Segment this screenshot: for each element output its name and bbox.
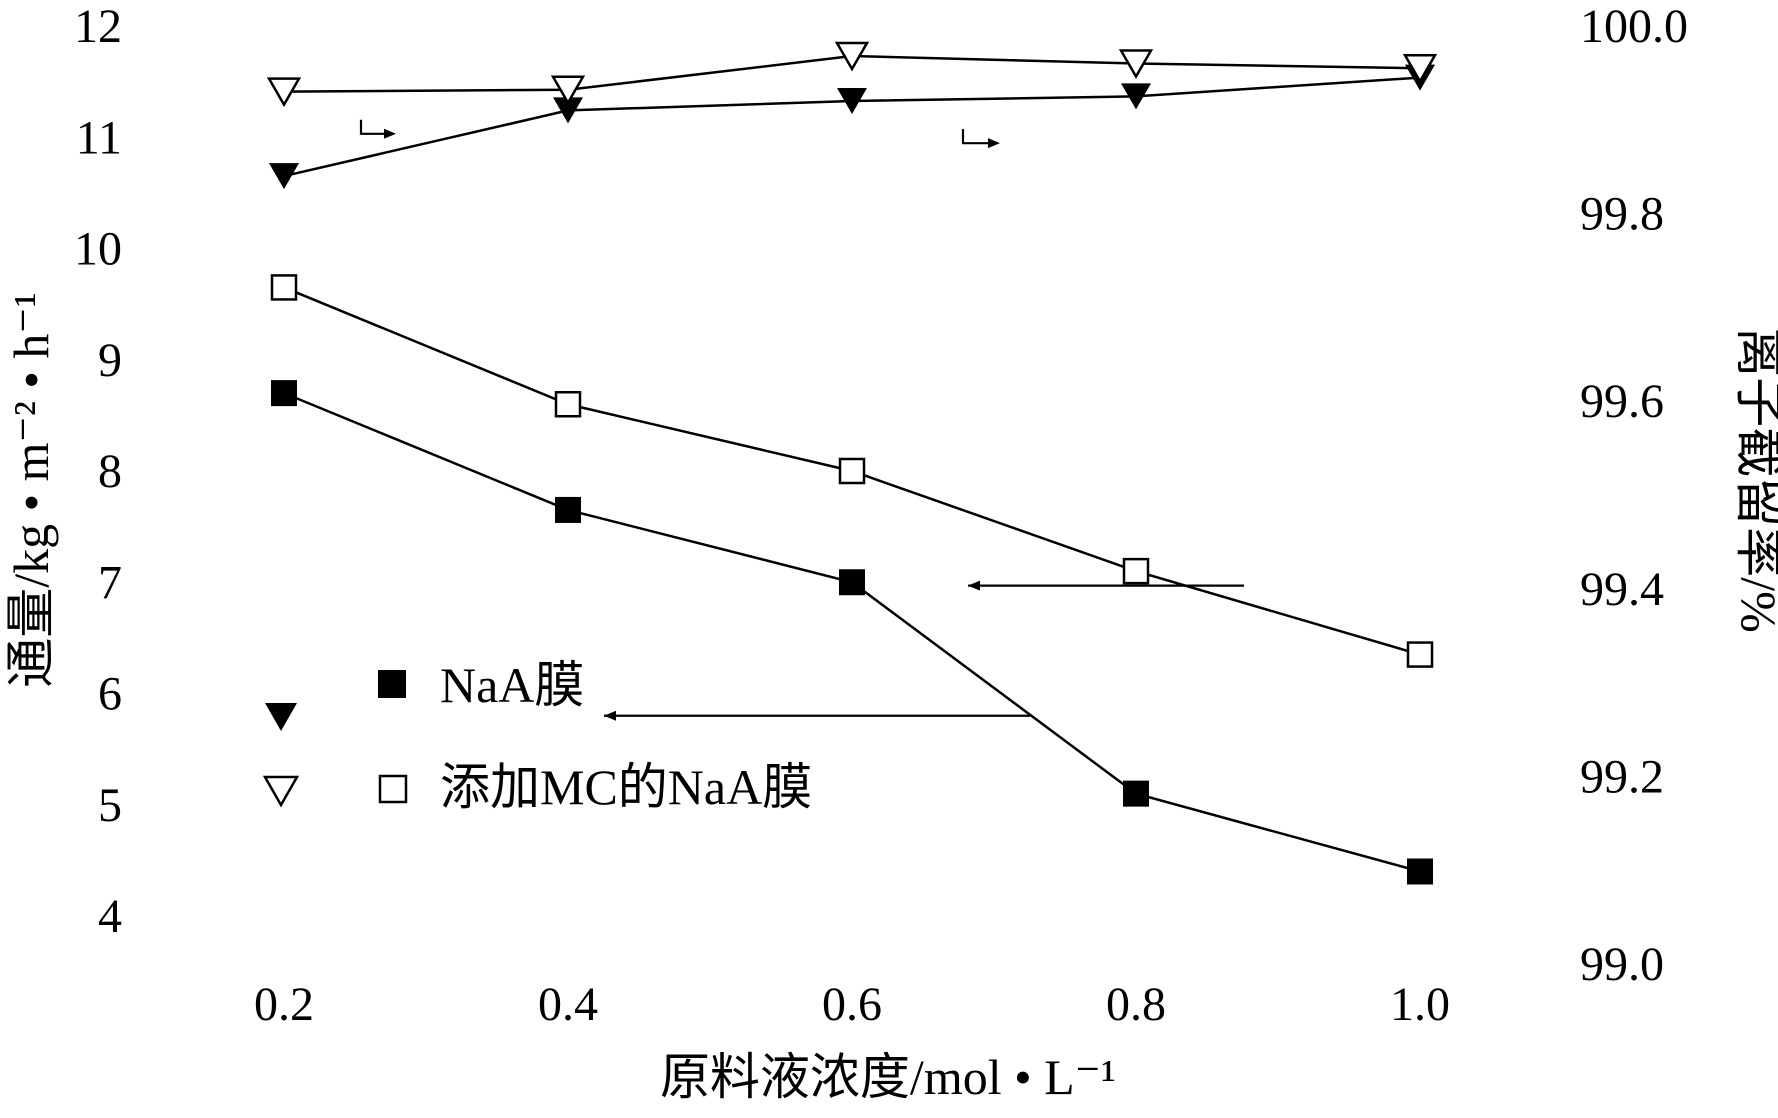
legend: NaA膜 添加MC的NaA膜 bbox=[262, 657, 812, 815]
left-y-tick-label: 9 bbox=[98, 334, 122, 387]
left-y-tick-label: 6 bbox=[98, 668, 122, 721]
data-point-open-triangle-down-1 bbox=[266, 77, 302, 108]
arrow-to-right-axis bbox=[359, 119, 396, 139]
legend-label-naa: NaA膜 bbox=[440, 657, 584, 713]
data-point-filled-square-2 bbox=[555, 496, 581, 523]
right-y-tick-label: 100.0 bbox=[1580, 0, 1688, 53]
left-y-tick-label: 7 bbox=[98, 556, 122, 609]
left-y-tick-label: 12 bbox=[74, 0, 122, 53]
data-point-open-triangle-down-3 bbox=[834, 41, 870, 72]
right-y-tick-label: 99.8 bbox=[1580, 188, 1664, 241]
data-point-filled-triangle-down-4 bbox=[1121, 83, 1151, 110]
x-tick-label: 0.6 bbox=[822, 978, 882, 1031]
data-point-open-triangle-down-2 bbox=[550, 75, 586, 106]
data-point-open-triangle-down-4 bbox=[1118, 49, 1154, 80]
data-point-open-square-3 bbox=[838, 457, 866, 485]
legend-marker-filled-triangle bbox=[265, 703, 297, 731]
right-y-tick-label: 99.6 bbox=[1580, 375, 1664, 428]
right-y-tick-label: 99.4 bbox=[1580, 563, 1664, 616]
x-tick-label: 0.8 bbox=[1106, 978, 1166, 1031]
arrow-to-left-axis bbox=[604, 710, 1030, 721]
data-point-filled-triangle-down-1 bbox=[269, 163, 299, 190]
data-point-open-triangle-down-5 bbox=[1402, 53, 1438, 84]
x-tick-label: 0.2 bbox=[254, 978, 314, 1031]
legend-marker-open-triangle bbox=[262, 775, 300, 808]
annotation-layer bbox=[359, 119, 1244, 721]
right-y-tick-label: 99.0 bbox=[1580, 938, 1664, 991]
legend-marker-filled-square bbox=[378, 670, 406, 698]
data-point-open-square-2 bbox=[554, 391, 582, 418]
data-point-filled-triangle-down-2 bbox=[553, 97, 583, 124]
data-point-filled-triangle-down-3 bbox=[837, 88, 867, 115]
x-axis-title: 原料液浓度/mol • L⁻¹ bbox=[660, 1049, 1116, 1105]
data-point-filled-square-4 bbox=[1123, 780, 1149, 807]
right-y-tick-label: 99.2 bbox=[1580, 750, 1664, 803]
left-y-tick-label: 5 bbox=[98, 779, 122, 832]
data-point-filled-square-1 bbox=[271, 380, 297, 407]
right-y-axis-title: 离子截留率/% bbox=[1731, 327, 1778, 633]
x-tick-label: 0.4 bbox=[538, 978, 598, 1031]
arrow-to-right-axis bbox=[961, 129, 1000, 149]
left-y-tick-label: 10 bbox=[74, 223, 122, 276]
data-point-open-square-4 bbox=[1122, 557, 1150, 585]
data-point-filled-square-5 bbox=[1407, 858, 1433, 885]
left-y-tick-label: 4 bbox=[98, 890, 122, 943]
left-y-tick-label: 11 bbox=[76, 111, 122, 164]
left-y-axis-title: 通量/kg • m⁻² • h⁻¹ bbox=[3, 292, 59, 688]
series-layer bbox=[266, 41, 1438, 885]
tick-layer: 0.2 0.4 0.6 0.8 1.0 4 5 6 7 8 9 10 11 12 99.0 99.2 99.4 9… bbox=[74, 0, 1688, 1031]
left-y-tick-label: 8 bbox=[98, 445, 122, 498]
legend-label-naa-mc: 添加MC的NaA膜 bbox=[440, 759, 812, 815]
arrow-to-left-axis bbox=[968, 580, 1244, 591]
legend-marker-open-square bbox=[378, 774, 408, 804]
data-point-filled-square-3 bbox=[839, 569, 865, 596]
data-point-open-square-5 bbox=[1406, 641, 1434, 668]
x-tick-label: 1.0 bbox=[1390, 978, 1450, 1031]
data-point-open-square-1 bbox=[270, 274, 298, 301]
